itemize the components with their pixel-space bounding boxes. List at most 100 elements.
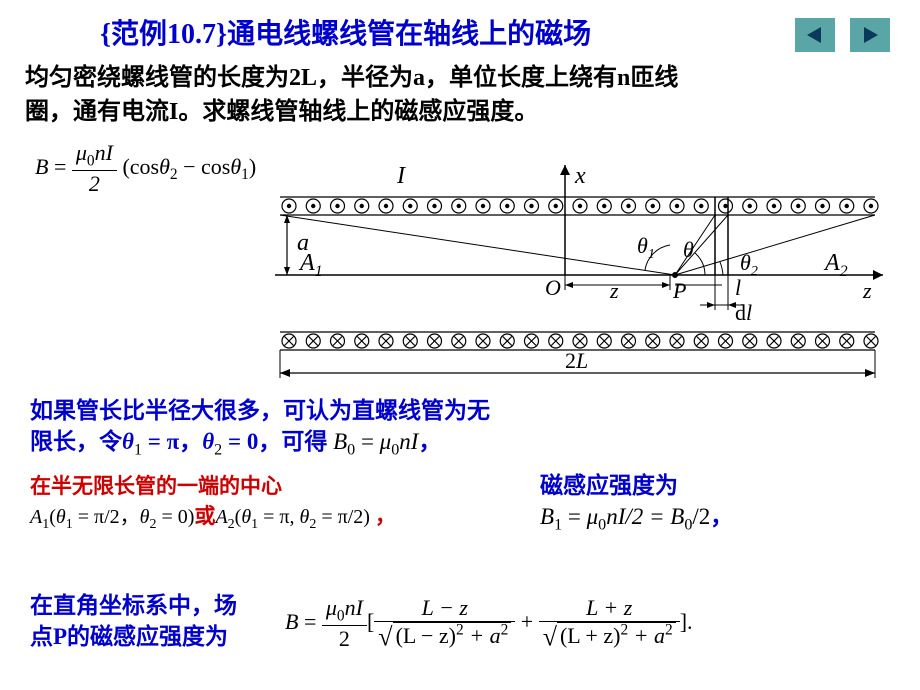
f2-sqb1: (L − z)2 + a2 <box>393 622 512 648</box>
z-arrow <box>873 270 883 280</box>
b4-l1: 在直角坐标系中，场 <box>30 593 237 618</box>
problem-line1: 均匀密绕螺线管的长度为2L，半径为a，单位长度上绕有n匝线 <box>25 65 678 91</box>
f1-den: 2 <box>72 171 117 197</box>
f2-d1: 2 <box>322 626 367 652</box>
nav-buttons <box>795 18 890 52</box>
b1-th1: θ <box>122 429 134 454</box>
diagram-svg: I x a A1 A2 O z P l dl z 2L θ1 θ θ2 <box>275 165 885 390</box>
b2-t1s: 1 <box>66 517 73 532</box>
b2-t2b: θ <box>300 506 310 528</box>
arc-theta2 <box>720 262 723 275</box>
label-th1: θ1 <box>637 233 655 262</box>
note-cartesian: 在直角坐标系中，场 点P的磁感应强度为 <box>30 590 237 652</box>
ray-elem1 <box>675 215 715 275</box>
b2-t1b: θ <box>241 506 251 528</box>
f2-plus: + <box>515 609 538 634</box>
title-row: {范例10.7}通电线螺线管在轴线上的磁场 <box>0 0 920 60</box>
b3-l1: 磁感应强度为 <box>540 473 678 498</box>
b3-Bs: 1 <box>554 517 562 534</box>
b2-t2: θ <box>140 506 150 528</box>
f1-s2: 2 <box>170 166 178 183</box>
b2-z: = 0) <box>156 506 194 528</box>
f2-eq: = <box>298 609 321 634</box>
b2-pi: = π, <box>258 506 299 528</box>
b1-nI: nI <box>399 429 418 454</box>
b1-pi: = π， <box>142 429 202 454</box>
b2-eq: A1(θ1 = π/2，θ2 = 0) <box>30 506 194 528</box>
x-arrow <box>560 165 570 175</box>
note-semi-infinite: 在半无限长管的一端的中心 A1(θ1 = π/2，θ2 = 0)或A2(θ1 =… <box>30 470 396 533</box>
f2-lz1: (L − z) <box>396 623 456 648</box>
b2-eq2: A2(θ1 = π, θ2 = π/2) <box>215 506 375 528</box>
page-title: {范例10.7}通电线螺线管在轴线上的磁场 <box>100 12 591 52</box>
f2-pa2: + a <box>628 623 665 648</box>
b2-c2: ， <box>375 504 396 528</box>
f2-sq2: √ <box>543 622 557 651</box>
label-th: θ <box>683 237 694 262</box>
ray-A1 <box>280 215 675 275</box>
next-button[interactable] <box>850 18 890 52</box>
f2-lz2: (L + z) <box>560 623 620 648</box>
problem-line2: 圈，通有电流I。求螺线管轴线上的磁感应强度。 <box>25 99 538 125</box>
b3-mus: 0 <box>598 517 606 534</box>
current-out-symbols <box>282 199 878 213</box>
f1-num: μ0nI <box>72 140 117 171</box>
f2-frac1: μ0nI 2 <box>322 595 367 652</box>
prev-button[interactable] <box>795 18 835 52</box>
b2-pi2: = π/2， <box>73 506 140 528</box>
label-l: l <box>735 275 741 300</box>
f2-n1: μ0nI <box>322 595 367 626</box>
label-dl: dl <box>735 300 752 325</box>
a-dimension <box>283 215 291 275</box>
b1-th2s: 2 <box>214 442 222 459</box>
b2-B: A <box>215 506 227 528</box>
f2-frac2: L − z √(L − z)2 + a2 <box>374 595 515 652</box>
f2-nI: nI <box>345 595 363 620</box>
b3-comma: ， <box>710 504 733 529</box>
label-z: z <box>609 278 619 303</box>
b3-B: B <box>540 504 554 529</box>
label-I: I <box>396 165 406 189</box>
f2-rb: ]. <box>680 609 693 634</box>
f2-n2: L − z <box>374 595 515 622</box>
f2-lb: [ <box>367 609 374 634</box>
f1-s1: 1 <box>241 166 249 183</box>
b2-t1: θ <box>56 506 66 528</box>
f1-frac: μ0nI 2 <box>72 140 117 197</box>
formula-main: B = μ0nI 2 (cosθ2 − cosθ1) <box>35 140 256 197</box>
problem-statement: 均匀密绕螺线管的长度为2L，半径为a，单位长度上绕有n匝线 圈，通有电流I。求螺… <box>0 60 920 134</box>
solenoid-diagram: I x a A1 A2 O z P l dl z 2L θ1 θ θ2 <box>275 165 885 390</box>
label-P: P <box>672 278 686 303</box>
b2-or: 或 <box>194 504 215 528</box>
f2-pa1: + a <box>464 623 501 648</box>
note-infinite-solenoid: 如果管长比半径大很多，可认为直螺线管为无 限长，令θ1 = π，θ2 = 0，可… <box>30 395 490 461</box>
b2-red: 在半无限长管的一端的中心 <box>30 474 282 498</box>
b1-Bs: 0 <box>347 442 355 459</box>
f2-mus: 0 <box>337 607 345 624</box>
b2-B2: 2 <box>228 517 235 532</box>
b1-zero: = 0，可得 <box>222 429 333 454</box>
b2-A: A <box>30 506 42 528</box>
f1-eq: = <box>54 154 66 179</box>
f1-minus: − cos <box>178 154 231 179</box>
b1-mu: μ <box>380 429 392 454</box>
b2-p1: ( <box>49 506 56 528</box>
b1-l2a: 限长，令 <box>30 429 122 454</box>
f1-th2: θ <box>159 154 170 179</box>
f2-n3: L + z <box>539 595 680 622</box>
triangle-right-icon <box>860 25 880 45</box>
f2-frac3: L + z √(L + z)2 + a2 <box>539 595 680 652</box>
b3-rest: nI/2 = B <box>606 504 684 529</box>
b3-mu: μ <box>587 504 599 529</box>
f1-cos1: (cos <box>122 154 159 179</box>
b3-eq: = <box>562 504 586 529</box>
b1-comma: ， <box>418 429 441 454</box>
current-in-symbols <box>282 334 878 348</box>
label-O: O <box>545 275 561 300</box>
f2-sqb2: (L + z)2 + a2 <box>557 622 676 648</box>
label-2L: 2L <box>565 348 588 373</box>
f2-ae1: 2 <box>501 622 509 639</box>
b3-rest2: /2 <box>692 504 710 529</box>
f2-e1: 2 <box>456 622 464 639</box>
label-A1: A1 <box>298 250 323 280</box>
